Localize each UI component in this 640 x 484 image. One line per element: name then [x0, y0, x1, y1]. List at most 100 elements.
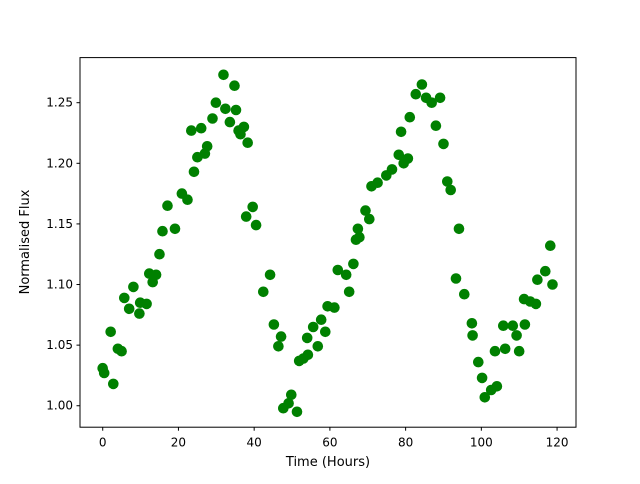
scatter-point	[291, 406, 303, 418]
scatter-point	[258, 286, 269, 298]
scatter-point	[230, 104, 242, 116]
scatter-point	[438, 138, 449, 150]
x-tick-label: 100	[470, 436, 493, 450]
scatter-point	[123, 303, 135, 315]
scatter-point	[329, 302, 340, 313]
y-tick-label: 1.15	[46, 217, 73, 231]
axis-ticks: 0 20 40 60 80 100 120 1.00 1.05 1.10 1.15 1.20 1.25	[46, 96, 568, 450]
scatter-point	[459, 288, 470, 300]
scatter-point	[301, 332, 313, 344]
scatter-point	[188, 166, 200, 178]
scatter-point	[242, 137, 253, 148]
scatter-point	[273, 341, 284, 352]
scatter-point	[210, 97, 222, 108]
scatter-point	[116, 345, 127, 357]
scatter-point	[445, 184, 457, 196]
scatter-point	[162, 200, 173, 211]
x-axis-label: Time (Hours)	[285, 455, 370, 470]
scatter-point	[275, 331, 287, 342]
x-tick-label: 40	[247, 436, 262, 450]
scatter-point	[119, 292, 130, 304]
scatter-point	[348, 258, 359, 270]
scatter-point	[312, 341, 324, 352]
scatter-point	[315, 314, 327, 326]
scatter-point	[320, 326, 331, 338]
scatter-points	[97, 69, 558, 418]
y-tick-label: 1.05	[46, 338, 73, 352]
scatter-point	[264, 269, 276, 281]
y-tick-label: 1.00	[46, 399, 73, 413]
scatter-point	[128, 281, 139, 293]
scatter-point	[218, 69, 229, 81]
scatter-point	[545, 240, 556, 251]
y-axis-label: Normalised Flux	[18, 189, 33, 294]
scatter-point	[489, 345, 501, 357]
scatter-point	[201, 141, 213, 152]
scatter-point	[364, 213, 375, 225]
scatter-point	[498, 320, 509, 332]
scatter-point	[247, 201, 258, 213]
scatter-point	[302, 349, 314, 361]
scatter-point	[286, 389, 297, 401]
scatter-point	[410, 88, 422, 100]
scatter-point	[402, 153, 414, 164]
scatter-point	[207, 113, 218, 124]
scatter-point	[434, 92, 446, 104]
scatter-point	[519, 319, 531, 330]
scatter-point	[442, 176, 453, 187]
scatter-point	[416, 79, 428, 90]
scatter-point	[540, 265, 551, 277]
scatter-point	[169, 223, 181, 235]
scatter-point	[186, 125, 197, 136]
scatter-point	[393, 149, 405, 161]
x-tick-label: 120	[546, 436, 569, 450]
scatter-point	[479, 392, 491, 403]
scatter-point	[513, 345, 525, 357]
scatter-point	[224, 116, 236, 128]
scatter-point	[250, 219, 262, 231]
scatter-point	[195, 122, 207, 134]
scatter-point	[154, 248, 165, 260]
scatter-point	[453, 223, 465, 235]
scatter-point	[182, 194, 193, 205]
scatter-point	[343, 286, 355, 298]
scatter-point	[340, 269, 352, 281]
scatter-point	[532, 274, 543, 286]
scatter-point	[360, 205, 371, 216]
scatter-point	[220, 103, 231, 115]
scatter-point	[476, 372, 488, 384]
scatter-point	[238, 121, 250, 133]
scatter-point	[426, 97, 438, 108]
scatter-point	[354, 231, 365, 243]
scatter-point	[372, 177, 383, 188]
scatter-point	[511, 330, 522, 341]
y-tick-label: 1.20	[46, 156, 73, 170]
scatter-point	[507, 320, 519, 332]
x-tick-label: 80	[398, 436, 413, 450]
scatter-point	[491, 381, 503, 392]
scatter-point	[530, 298, 542, 310]
scatter-point	[395, 126, 407, 138]
scatter-point	[268, 319, 280, 330]
x-tick-label: 20	[171, 436, 186, 450]
scatter-point	[157, 225, 168, 237]
scatter-point	[430, 120, 442, 131]
scatter-point	[547, 279, 558, 290]
scatter-point	[352, 223, 364, 235]
x-tick-label: 0	[99, 436, 107, 450]
scatter-point	[150, 269, 162, 281]
axes-frame	[79, 57, 577, 428]
scatter-point	[404, 111, 416, 123]
scatter-point	[141, 298, 152, 310]
scatter-point	[307, 321, 319, 333]
scatter-point	[499, 343, 511, 355]
scatter-point	[98, 367, 110, 379]
scatter-point	[283, 398, 294, 409]
scatter-point	[332, 264, 344, 276]
x-tick-label: 60	[322, 436, 337, 450]
scatter-point	[240, 211, 252, 222]
scatter-point	[105, 326, 116, 338]
scatter-point	[134, 308, 145, 319]
